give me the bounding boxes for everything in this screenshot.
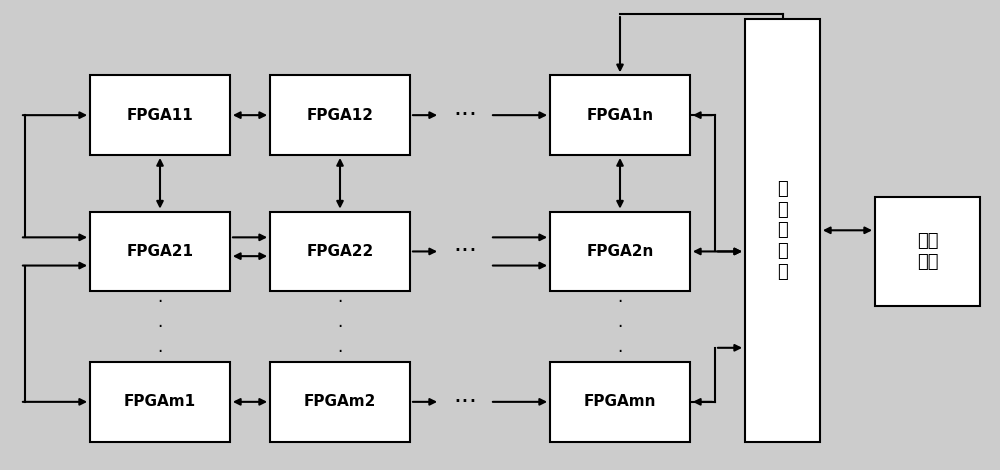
Text: ·
·
·: · · ·: [157, 293, 163, 360]
Text: FPGAmn: FPGAmn: [584, 394, 656, 409]
FancyBboxPatch shape: [745, 19, 820, 442]
Text: ···: ···: [453, 390, 477, 414]
FancyBboxPatch shape: [550, 75, 690, 155]
Text: FPGA22: FPGA22: [306, 244, 374, 259]
FancyBboxPatch shape: [550, 212, 690, 291]
Text: FPGA11: FPGA11: [127, 108, 193, 123]
FancyBboxPatch shape: [90, 362, 230, 442]
Text: 多
路
选
择
器: 多 路 选 择 器: [777, 180, 788, 281]
Text: 通信
模块: 通信 模块: [917, 232, 938, 271]
Text: FPGAm2: FPGAm2: [304, 394, 376, 409]
FancyBboxPatch shape: [270, 75, 410, 155]
Text: FPGA12: FPGA12: [306, 108, 374, 123]
Text: FPGAm1: FPGAm1: [124, 394, 196, 409]
FancyBboxPatch shape: [875, 197, 980, 306]
Text: ·
·
·: · · ·: [337, 293, 343, 360]
FancyBboxPatch shape: [270, 362, 410, 442]
Text: FPGA21: FPGA21: [126, 244, 194, 259]
FancyBboxPatch shape: [90, 75, 230, 155]
Text: FPGA2n: FPGA2n: [586, 244, 654, 259]
FancyBboxPatch shape: [550, 362, 690, 442]
Text: ·
·
·: · · ·: [617, 293, 623, 360]
Text: FPGA1n: FPGA1n: [586, 108, 654, 123]
Text: ···: ···: [453, 103, 477, 127]
FancyBboxPatch shape: [270, 212, 410, 291]
Text: ···: ···: [453, 239, 477, 264]
FancyBboxPatch shape: [90, 212, 230, 291]
